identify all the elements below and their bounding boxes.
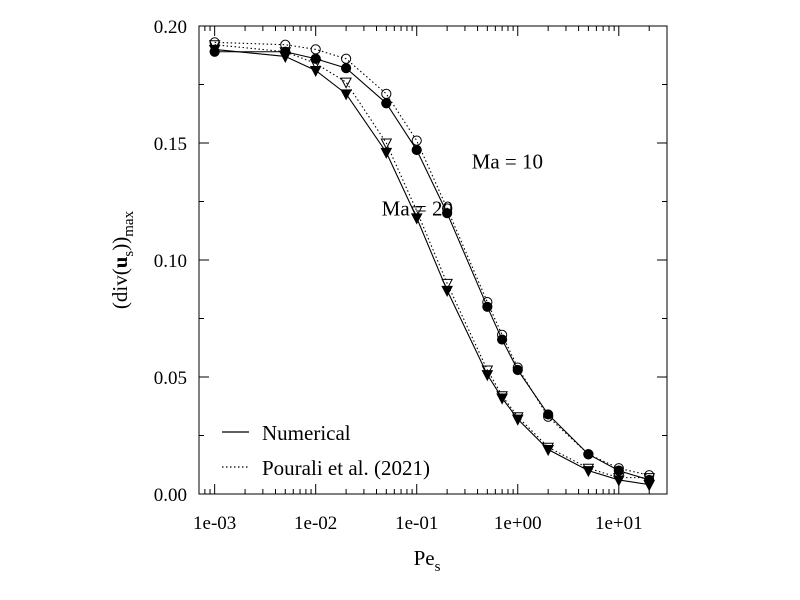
data-point-ma-20-dotted: [582, 463, 595, 475]
data-point-ma-10-solid: [613, 465, 624, 476]
data-point-ma-20-dotted: [309, 58, 322, 71]
data-point-ma-10-solid: [341, 63, 352, 74]
data-point-ma-10-dotted: [497, 329, 508, 340]
data-point-ma-10-solid: [512, 364, 523, 376]
data-point-ma-20-dotted: [643, 473, 656, 485]
data-point-ma-20-dotted: [410, 206, 423, 218]
data-point-ma-10-dotted: [341, 53, 352, 64]
x-tick-label: 1e-03: [193, 513, 236, 534]
data-point-ma-10-dotted: [512, 362, 523, 373]
data-point-ma-20-solid: [643, 480, 656, 492]
data-point-ma-20-dotted: [380, 138, 393, 150]
data-point-ma-10-dotted: [644, 470, 655, 481]
data-point-ma-20-solid: [410, 213, 423, 225]
data-point-ma-10-dotted: [442, 203, 453, 214]
data-point-ma-10-dotted: [381, 88, 392, 99]
y-axis-label: (div(us))max: [108, 210, 137, 309]
y-tick-label: 0.00: [154, 485, 187, 506]
data-point-ma-10-solid: [543, 409, 554, 420]
y-tick-label: 0.05: [154, 368, 187, 389]
data-point-ma-10-dotted: [613, 463, 624, 474]
x-axis-label: Pes: [414, 546, 441, 575]
data-point-ma-10-dotted: [310, 44, 321, 55]
series-line-ma-10-solid: [214, 51, 650, 481]
annotation-ma-10: Ma = 10: [472, 150, 543, 174]
data-point-ma-20-solid: [340, 89, 352, 101]
data-point-ma-20-dotted: [340, 77, 352, 89]
data-point-ma-20-dotted: [441, 278, 453, 290]
data-point-ma-10-dotted: [280, 39, 291, 50]
data-point-ma-20-solid: [380, 147, 393, 159]
legend-label-pourali: Pourali et al. (2021): [262, 456, 430, 480]
data-point-ma-20-solid: [309, 65, 322, 78]
series-line-ma-20-solid: [214, 48, 650, 486]
data-point-ma-10-dotted: [482, 297, 493, 308]
data-point-ma-20-dotted: [279, 47, 292, 59]
x-tick-label: 1e+01: [595, 513, 643, 534]
data-point-ma-20-dotted: [496, 391, 508, 403]
series-line-ma-10-dotted: [214, 41, 650, 476]
legend-label-numerical: Numerical: [262, 421, 351, 445]
data-point-ma-10-dotted: [583, 449, 594, 460]
data-point-ma-20-dotted: [542, 442, 555, 454]
annotation-ma-20: Ma = 20: [382, 197, 453, 221]
data-point-ma-10-dotted: [543, 411, 554, 422]
legend: Numerical Pourali et al. (2021): [222, 421, 430, 480]
data-point-ma-20-dotted: [481, 365, 494, 377]
y-tick-label: 0.15: [154, 134, 187, 155]
y-tick-label: 0.10: [154, 251, 187, 272]
data-point-ma-20-dotted: [208, 40, 221, 52]
series-line-ma-20-dotted: [214, 44, 650, 479]
data-point-ma-20-dotted: [511, 412, 524, 424]
data-point-ma-10-dotted: [411, 135, 422, 146]
y-tick-label: 0.20: [154, 17, 187, 38]
x-tick-label: 1e-02: [294, 513, 337, 534]
data-point-ma-20-solid: [441, 285, 453, 297]
x-tick-label: 1e-01: [395, 513, 438, 534]
data-point-ma-10-solid: [411, 144, 422, 156]
data-point-ma-20-dotted: [612, 473, 625, 485]
x-tick-label: 1e+00: [494, 513, 542, 534]
data-point-ma-10-solid: [381, 98, 392, 109]
